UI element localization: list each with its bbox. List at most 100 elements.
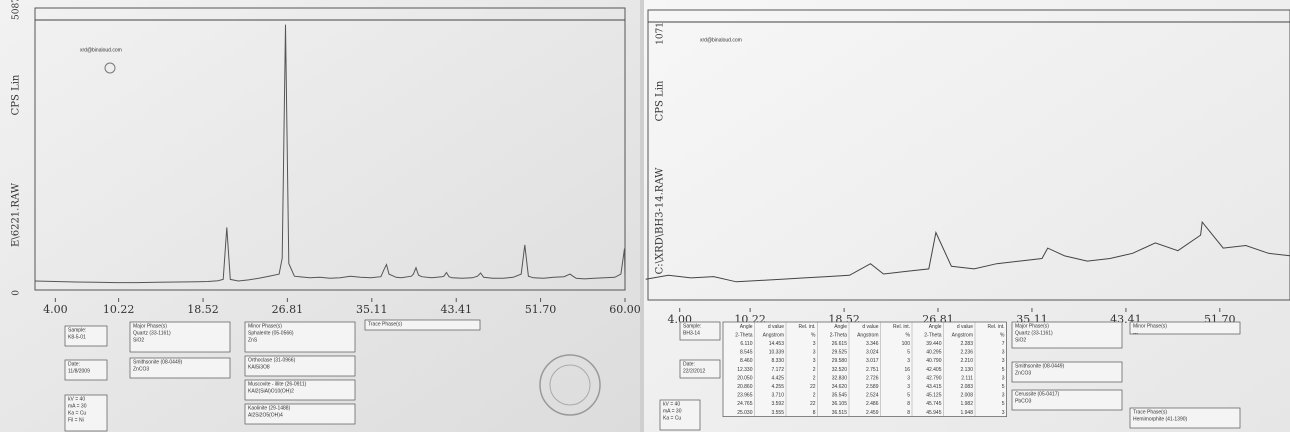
- table-cell: 40.295: [926, 350, 942, 356]
- table-cell: 3: [907, 375, 910, 381]
- info-text: Al2Si2O5(OH)4: [248, 412, 283, 418]
- table-cell: 3: [1002, 375, 1005, 381]
- table-cell: 40.790: [926, 358, 942, 364]
- table-cell: 2.236: [960, 350, 973, 356]
- x-tick-label: 43.41: [440, 303, 472, 316]
- info-box: [244, 321, 356, 353]
- table-cell: 20.860: [737, 384, 753, 390]
- table-cell: 20.050: [737, 375, 753, 381]
- table-cell: 2.459: [866, 410, 879, 416]
- table-cell: 2.524: [866, 393, 879, 399]
- table-cell: 4.255: [771, 384, 784, 390]
- table-cell: 3.710: [771, 393, 784, 399]
- table-cell: 42.790: [926, 375, 942, 381]
- table-cell: 12.330: [737, 367, 753, 373]
- info-box: [1011, 361, 1123, 383]
- table-cell: 2.751: [866, 367, 879, 373]
- table-cell: 2: [813, 375, 816, 381]
- table-cell: 3: [907, 384, 910, 390]
- table-cell: d value: [957, 324, 973, 330]
- table-cell: %: [1000, 332, 1005, 338]
- info-text: 22/2/2012: [683, 368, 705, 374]
- info-text: Fil = Ni: [68, 417, 84, 423]
- info-box: [659, 399, 701, 431]
- table-cell: Angstrom: [763, 332, 784, 338]
- table-cell: 8: [907, 401, 910, 407]
- table-cell: 2.008: [960, 393, 973, 399]
- email: xrd@binaloud.com: [80, 47, 122, 53]
- info-box: [679, 321, 721, 341]
- table-cell: 2.210: [960, 358, 973, 364]
- table-cell: 22: [810, 384, 816, 390]
- y-tick-label: 5087: [12, 0, 22, 20]
- table-cell: 23.965: [737, 393, 753, 399]
- plot-frame: [647, 9, 1290, 301]
- table-cell: 45.125: [926, 393, 942, 399]
- info-box: [1011, 389, 1123, 411]
- info-text: Sample:: [68, 327, 86, 333]
- file-name: C:\XRD\BH3-14.RAW: [655, 167, 666, 274]
- table-cell: 35.545: [832, 393, 848, 399]
- table-cell: 36.105: [832, 401, 848, 407]
- table-cell: 6.110: [740, 341, 752, 347]
- info-text: ZnCO3: [133, 366, 149, 372]
- info-text: kV = 40: [663, 401, 680, 407]
- table-cell: 10.339: [769, 350, 785, 356]
- info-text: Sample:: [683, 323, 701, 329]
- info-text: Smithsonite (08-0449): [133, 359, 183, 365]
- table-cell: 2.726: [866, 375, 879, 381]
- table-cell: Rel. int.: [988, 324, 1005, 330]
- info-text: Major Phase(s): [133, 323, 167, 329]
- table-cell: 3.017: [866, 358, 879, 364]
- info-text: Kaolinite (29-1488): [248, 405, 291, 411]
- table-cell: 7: [1002, 341, 1005, 347]
- table-cell: 2.111: [961, 375, 973, 381]
- table-cell: 7.172: [771, 367, 784, 373]
- info-text: Sphalerite (05-0566): [248, 330, 294, 336]
- x-tick-label: 60.00: [609, 303, 641, 316]
- plot-frame: [34, 7, 626, 291]
- x-tick-label: 26.81: [272, 303, 304, 316]
- table-cell: 3.592: [771, 401, 784, 407]
- info-text: Ka = Cu: [68, 410, 86, 416]
- table-cell: 3.346: [866, 341, 879, 347]
- table-cell: 42.405: [926, 367, 942, 373]
- info-text: Cerussite (05-0417): [1015, 391, 1060, 397]
- table-cell: 8.460: [740, 358, 753, 364]
- info-box: [1129, 321, 1241, 335]
- table-cell: Rel. int.: [893, 324, 910, 330]
- table-cell: 2: [813, 367, 816, 373]
- table-cell: 29.525: [832, 350, 848, 356]
- table-cell: 32.520: [832, 367, 848, 373]
- table-cell: 2.130: [960, 367, 973, 373]
- info-box: [129, 321, 231, 353]
- table-cell: 8.545: [740, 350, 753, 356]
- info-text: Date:: [683, 361, 695, 367]
- info-text: 11/8/2009: [68, 368, 90, 374]
- info-text: Hemimorphite (41-1390): [1133, 416, 1188, 422]
- info-box: [64, 359, 108, 381]
- table-cell: 5: [907, 350, 910, 356]
- info-box: [244, 379, 356, 401]
- info-text: ZnCO3: [1015, 370, 1031, 376]
- xrd-pattern: [645, 220, 1290, 283]
- table-cell: 2.486: [866, 401, 879, 407]
- info-text: Trace Phase(s): [368, 321, 402, 327]
- table-cell: Angstrom: [952, 332, 973, 338]
- info-text: PbCO3: [1015, 398, 1032, 404]
- table-cell: 5: [1002, 401, 1005, 407]
- table-cell: 2-Theta: [924, 332, 941, 338]
- info-text: Quartz (33-1161): [1015, 330, 1053, 336]
- table-cell: 14.453: [769, 341, 785, 347]
- table-cell: 2: [813, 393, 816, 399]
- info-text: SiO2: [133, 337, 144, 343]
- table-cell: 100: [902, 341, 911, 347]
- file-name: E\6221.RAW: [11, 182, 22, 247]
- table-cell: 2.589: [866, 384, 879, 390]
- info-text: mA = 30: [663, 408, 682, 414]
- table-cell: 22: [810, 401, 816, 407]
- info-box: [1011, 321, 1123, 349]
- table-cell: 3: [813, 341, 816, 347]
- table-cell: 29.580: [832, 358, 848, 364]
- info-text: Major Phase(s): [1015, 323, 1049, 329]
